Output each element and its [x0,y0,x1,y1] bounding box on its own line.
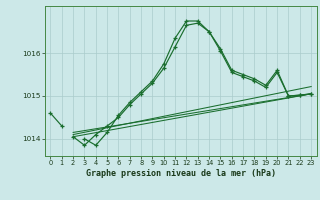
X-axis label: Graphe pression niveau de la mer (hPa): Graphe pression niveau de la mer (hPa) [86,169,276,178]
